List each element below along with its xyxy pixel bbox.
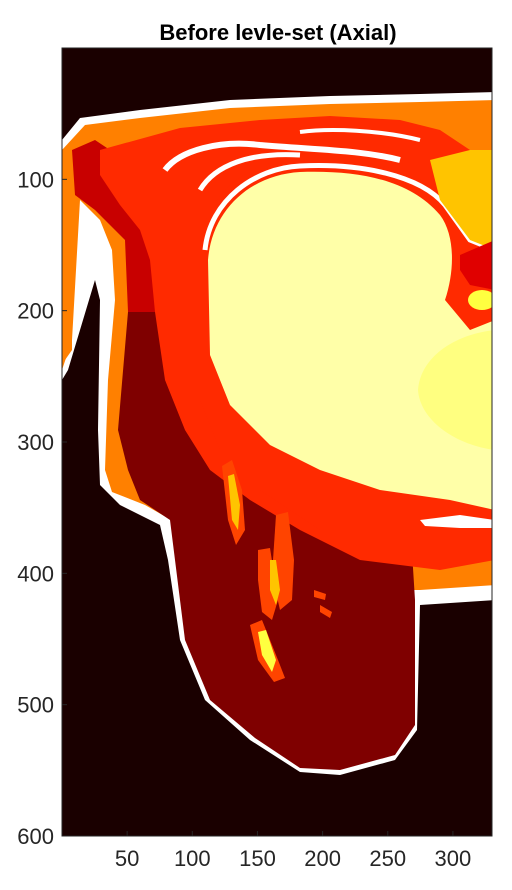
y-tick-label: 100 [17, 167, 54, 192]
bright-yellow-spot [468, 290, 492, 310]
x-tick-label: 150 [239, 846, 276, 871]
left-strip [65, 180, 72, 360]
y-tick-label: 500 [17, 693, 54, 718]
y-tick-label: 600 [17, 824, 54, 849]
tick-layer: 50 100 150 200 250 300 100 200 300 400 500 600 [17, 167, 471, 871]
organ-inner-region [418, 330, 492, 450]
red-pocket [460, 241, 492, 290]
y-tick-label: 400 [17, 561, 54, 586]
fascia-line [162, 140, 401, 172]
streak [258, 630, 276, 672]
x-tick-label: 100 [174, 846, 211, 871]
streak [270, 560, 280, 605]
organ-region [208, 171, 492, 510]
streak [258, 548, 278, 620]
organ-outline [202, 163, 492, 252]
x-tick-label: 50 [115, 846, 139, 871]
y-tick-label: 300 [17, 430, 54, 455]
yellow-orange-region [430, 150, 492, 249]
streak [314, 590, 326, 600]
y-tick-label: 200 [17, 299, 54, 324]
streak [228, 474, 240, 530]
fascia-line [299, 128, 421, 142]
streak [320, 605, 332, 618]
chart-title: Before levle-set (Axial) [159, 20, 397, 45]
deep-red-region [72, 140, 155, 312]
image-region [62, 48, 492, 836]
fascia-line [197, 152, 301, 192]
x-tick-label: 250 [369, 846, 406, 871]
white-notch [420, 515, 492, 528]
x-tick-label: 200 [304, 846, 341, 871]
x-tick-label: 300 [435, 846, 472, 871]
